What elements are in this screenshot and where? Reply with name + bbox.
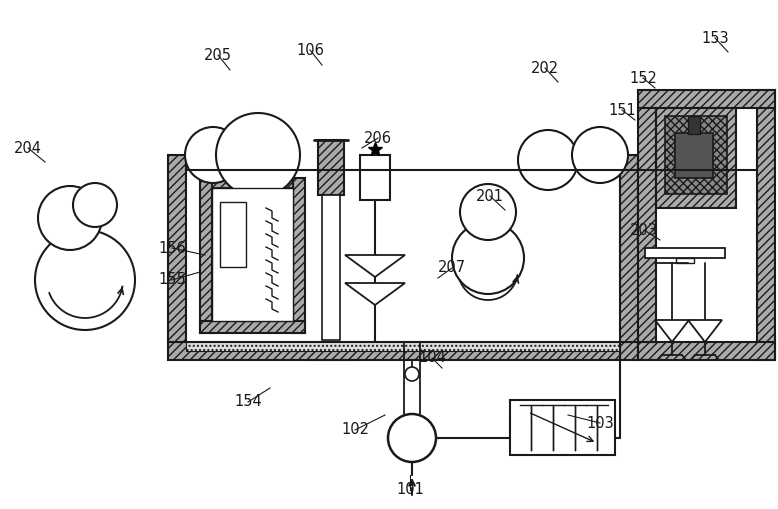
Circle shape xyxy=(572,127,628,183)
Bar xyxy=(645,248,725,258)
Circle shape xyxy=(35,230,135,330)
Circle shape xyxy=(460,184,516,240)
Bar xyxy=(168,155,186,342)
Text: 103: 103 xyxy=(586,415,614,431)
Bar xyxy=(200,321,305,333)
Text: 201: 201 xyxy=(476,188,504,204)
Text: 152: 152 xyxy=(629,71,657,86)
Bar xyxy=(220,202,246,267)
Bar xyxy=(212,178,293,188)
Text: 156: 156 xyxy=(158,240,186,256)
Bar xyxy=(510,400,615,455)
Circle shape xyxy=(518,130,578,190)
Circle shape xyxy=(388,414,436,462)
Text: 154: 154 xyxy=(234,394,262,410)
Text: 155: 155 xyxy=(158,272,186,288)
Circle shape xyxy=(216,113,300,197)
Bar xyxy=(214,190,252,300)
Text: 202: 202 xyxy=(531,61,559,75)
Text: 104: 104 xyxy=(418,351,446,365)
Bar xyxy=(360,155,390,200)
Bar xyxy=(675,133,713,178)
Circle shape xyxy=(452,222,524,294)
Bar xyxy=(168,342,638,360)
Text: 153: 153 xyxy=(701,31,729,45)
Bar xyxy=(186,342,620,351)
Text: 206: 206 xyxy=(364,130,392,146)
Bar xyxy=(322,195,340,340)
Text: 203: 203 xyxy=(630,222,658,238)
Bar xyxy=(656,108,736,208)
Text: 102: 102 xyxy=(341,422,369,438)
Circle shape xyxy=(405,367,419,381)
Text: 106: 106 xyxy=(296,42,324,58)
Text: 204: 204 xyxy=(14,140,42,156)
Circle shape xyxy=(185,127,241,183)
Bar xyxy=(676,258,694,263)
Bar xyxy=(620,155,638,342)
Text: 205: 205 xyxy=(204,47,232,63)
Bar xyxy=(688,116,700,134)
Polygon shape xyxy=(345,283,405,305)
Circle shape xyxy=(73,183,117,227)
Polygon shape xyxy=(345,255,405,277)
Polygon shape xyxy=(655,320,689,342)
Bar xyxy=(293,178,305,333)
Text: 101: 101 xyxy=(396,483,424,497)
Text: 207: 207 xyxy=(438,261,466,275)
Bar xyxy=(212,188,293,321)
Bar xyxy=(638,108,656,342)
Bar xyxy=(220,202,246,220)
Text: 151: 151 xyxy=(608,102,636,118)
Bar xyxy=(318,140,344,195)
Bar xyxy=(757,90,775,360)
Bar xyxy=(200,178,212,333)
Polygon shape xyxy=(688,320,722,342)
Bar xyxy=(665,116,727,194)
Bar xyxy=(638,90,775,108)
Bar xyxy=(638,342,775,360)
Circle shape xyxy=(38,186,102,250)
